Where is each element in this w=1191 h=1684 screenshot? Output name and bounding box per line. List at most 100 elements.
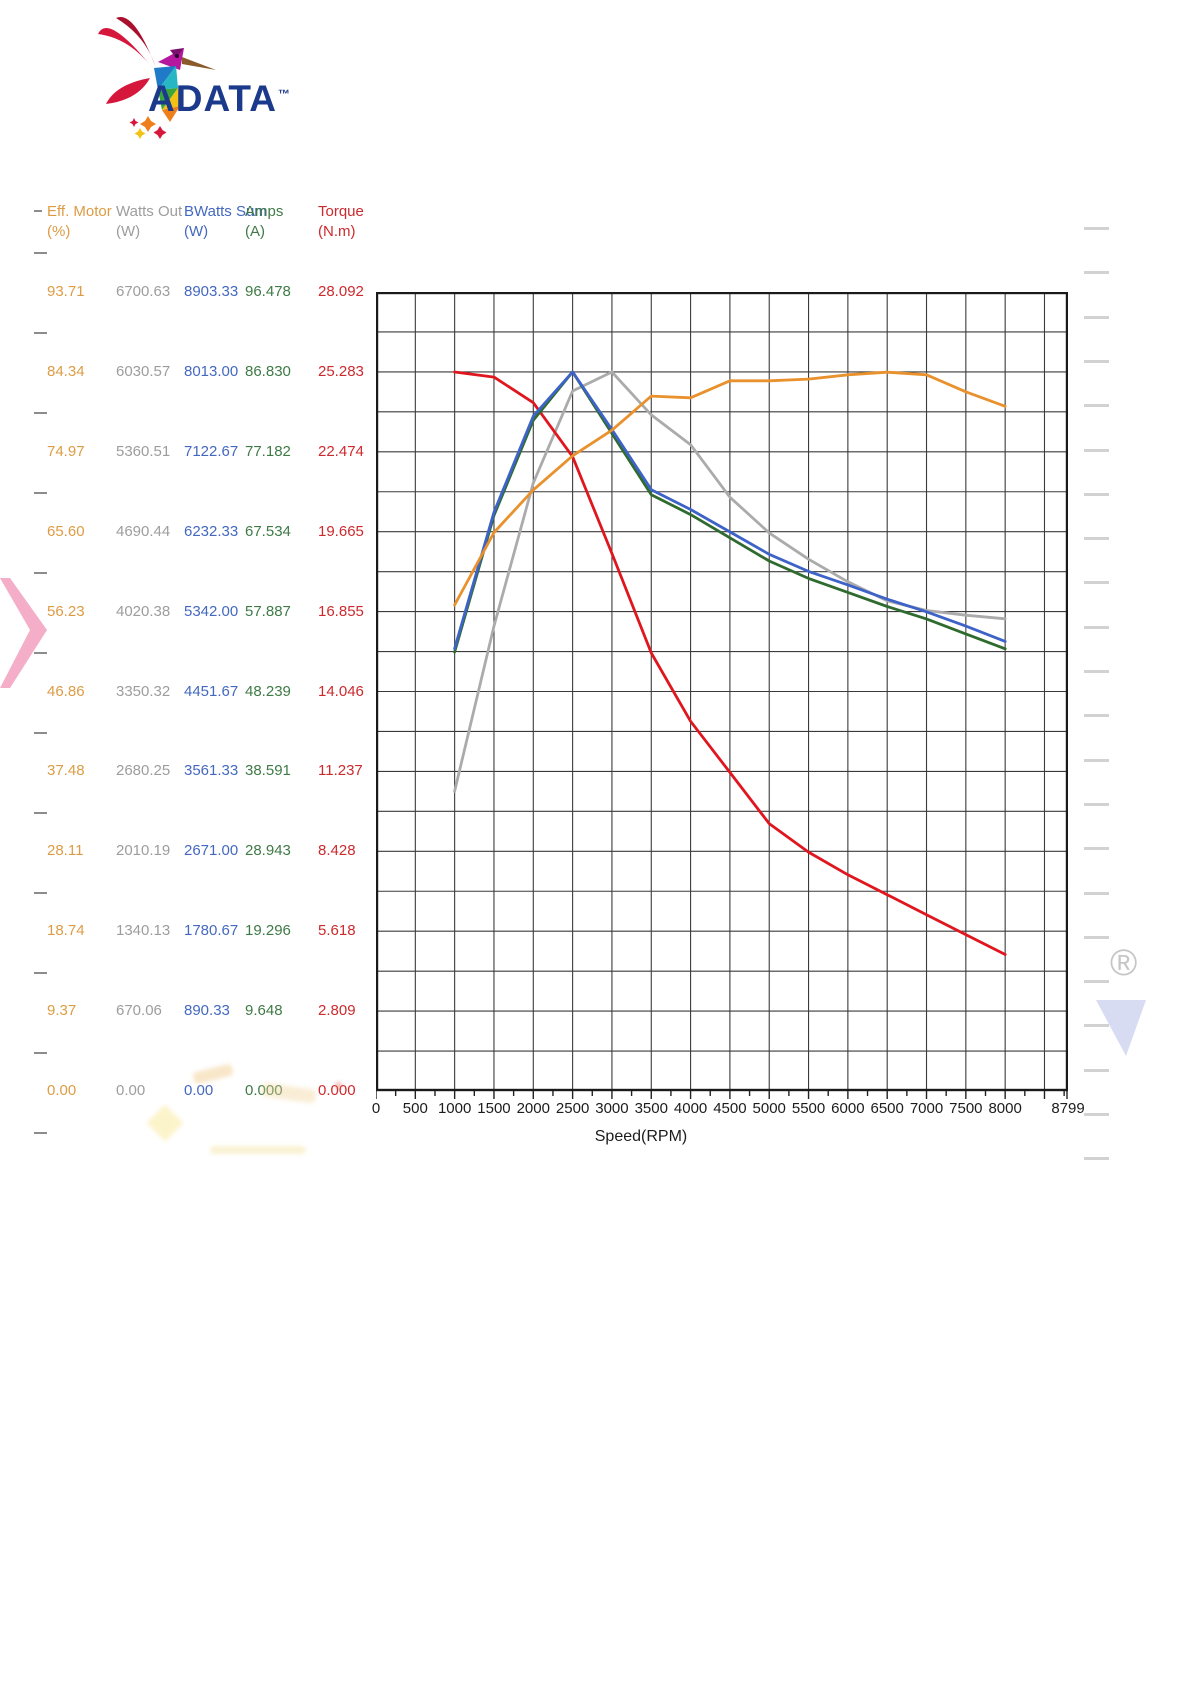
- tick-dash-left: [34, 1052, 47, 1054]
- axis-tick-value: 25.283: [318, 362, 364, 380]
- axis-name: Watts Out: [116, 203, 183, 220]
- axis-column-header: Eff. Motor (%): [47, 202, 112, 242]
- tick-dash-left: [34, 412, 47, 414]
- tick-dash-right: [1084, 1157, 1109, 1161]
- axis-tick-value: 1340.13: [116, 922, 171, 940]
- x-tick-label: 2000: [516, 1100, 550, 1117]
- axis-unit: (N.m): [318, 223, 356, 240]
- axis-tick-value: 3350.32: [116, 682, 171, 700]
- x-tick-label: 5500: [791, 1100, 826, 1117]
- axis-tick-value: 5.618: [318, 922, 356, 940]
- tick-dash-right: [1084, 227, 1109, 230]
- axis-tick-value: 16.855: [318, 602, 364, 620]
- axis-tick-value: 5342.00: [184, 602, 239, 620]
- trademark-symbol: ™: [278, 86, 291, 101]
- axis-tick-value: 14.046: [318, 682, 364, 700]
- series-bwatts-sum-w-: [453, 370, 1007, 651]
- tick-dash-right: [1084, 271, 1109, 275]
- tick-dash-left: [34, 732, 47, 734]
- axis-tick-value: 56.23: [47, 602, 85, 620]
- tick-dash-right: [1084, 891, 1109, 895]
- tick-dash-right: [1084, 404, 1109, 408]
- x-tick-label: 6000: [831, 1100, 865, 1117]
- tick-dash-left: [34, 572, 47, 574]
- axis-tick-value: 19.296: [245, 922, 291, 940]
- tick-dash-right: [1084, 1024, 1109, 1028]
- tick-dash-right: [1084, 670, 1109, 673]
- axis-column-header: Torque (N.m): [318, 202, 364, 242]
- axis-tick-value: 6700.63: [116, 283, 171, 300]
- axis-tick-value: 0.00: [184, 1082, 214, 1099]
- tick-dash-right: [1084, 980, 1109, 984]
- axis-tick-value: 28.943: [245, 842, 291, 860]
- tick-dash-left: [34, 972, 47, 974]
- axis-tick-value: 4690.44: [116, 522, 171, 540]
- axis-tick-value: 4451.67: [184, 682, 239, 700]
- tick-dash-left: [34, 252, 47, 254]
- axis-tick-value: 65.60: [47, 522, 85, 540]
- axis-tick-value: 1780.67: [184, 922, 239, 940]
- axis-tick-value: 74.97: [47, 442, 85, 460]
- axis-tick-value: 8903.33: [184, 283, 239, 300]
- axis-tick-value: 670.06: [116, 1002, 162, 1020]
- tick-dash-right: [1084, 847, 1109, 851]
- yellow-streak-artifact: [210, 1146, 306, 1154]
- x-tick-label: 5000: [752, 1100, 786, 1117]
- axis-tick-value: 38.591: [245, 762, 291, 780]
- axis-unit: (W): [116, 223, 141, 240]
- axis-tick-value: 8013.00: [184, 362, 239, 380]
- axis-unit: (W): [184, 223, 209, 240]
- tick-dash-right: [1084, 537, 1109, 541]
- tick-dash-right: [1084, 802, 1109, 806]
- axis-tick-value: 4020.38: [116, 602, 171, 620]
- axis-tick-value: 9.37: [47, 1002, 77, 1020]
- tick-dash-right: [1084, 315, 1109, 319]
- axis-tick-value: 2680.25: [116, 762, 171, 780]
- axis-name: Torque: [318, 203, 364, 220]
- axis-tick-value: 22.474: [318, 442, 364, 460]
- series-torque-n-m-: [453, 370, 1007, 956]
- axis-tick-value: 48.239: [245, 682, 291, 700]
- axis-tick-value: 28.092: [318, 283, 364, 300]
- blue-corner-artifact: [1096, 1000, 1146, 1056]
- tick-dash-right: [1084, 758, 1109, 762]
- axis-tick-value: 18.74: [47, 922, 85, 940]
- axis-tick-value: 7122.67: [184, 442, 239, 460]
- axis-tick-value: 8.428: [318, 842, 356, 860]
- axis-tick-value: 84.34: [47, 362, 85, 380]
- x-tick-label: 8000: [988, 1100, 1022, 1117]
- brand-wordmark: ADATA™: [148, 78, 291, 120]
- axis-tick-value: 46.86: [47, 682, 85, 700]
- axis-tick-value: 6030.57: [116, 362, 171, 380]
- axis-name: BWatts Sum: [184, 203, 267, 220]
- tick-dash-right: [1084, 581, 1109, 585]
- tick-dash-left: [34, 332, 47, 334]
- axis-tick-value: 3561.33: [184, 762, 239, 780]
- tick-dash-right: [1084, 448, 1109, 452]
- axis-unit: (A): [245, 223, 265, 240]
- axis-column-header: BWatts Sum (W): [184, 202, 267, 242]
- series-amps-a-: [453, 370, 1007, 654]
- axis-tick-value: 37.48: [47, 762, 85, 780]
- axis-tick-value: 2671.00: [184, 842, 239, 860]
- plot-border: [375, 291, 1069, 1092]
- axis-tick-value: 57.887: [245, 602, 291, 620]
- axis-tick-value: 77.182: [245, 442, 291, 460]
- tick-dash-right: [1084, 625, 1109, 629]
- axis-tick-value: 19.665: [318, 522, 364, 540]
- x-tick-label: 4000: [673, 1100, 708, 1117]
- x-tick-label: 3500: [634, 1100, 668, 1117]
- registered-mark: ®: [1110, 942, 1138, 983]
- brand-text: ADATA: [148, 78, 277, 119]
- adata-logo: ADATA™: [92, 10, 302, 140]
- axis-tick-value: 0.00: [47, 1082, 77, 1099]
- yellow-smudge-artifact: [261, 1082, 317, 1104]
- axis-tick-value: 93.71: [47, 283, 85, 300]
- red-dot-artifact: [335, 1082, 342, 1089]
- x-tick-label: 500: [402, 1100, 428, 1117]
- axis-tick-value: 96.478: [245, 283, 291, 300]
- tick-dash-left: [34, 1132, 47, 1134]
- tick-dash-right: [1084, 1068, 1109, 1072]
- hummingbird-icon: [98, 17, 216, 139]
- axis-column-header: Watts Out (W): [116, 202, 182, 242]
